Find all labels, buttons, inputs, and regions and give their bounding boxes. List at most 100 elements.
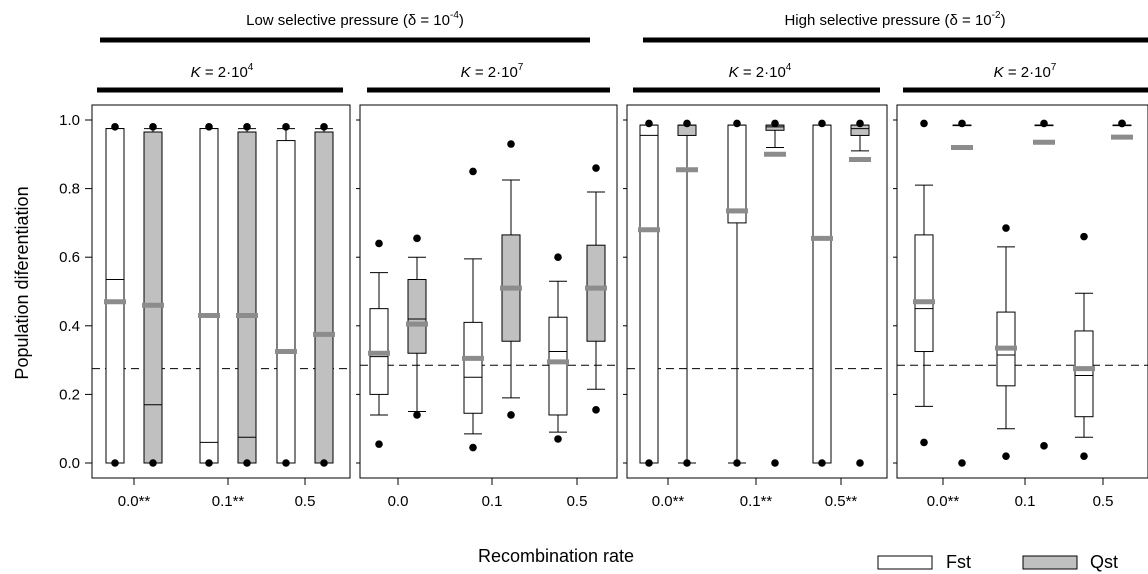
x-tick-label: 0.1** bbox=[740, 493, 773, 510]
outlier-point bbox=[243, 123, 251, 131]
panel-headings: K = 2·104 K = 2·107 K = 2·104 K = 2·107 bbox=[97, 62, 1148, 93]
box-body bbox=[237, 131, 257, 464]
outlier-point bbox=[149, 459, 157, 467]
x-tick-label: 0.0** bbox=[652, 493, 685, 510]
outlier-point bbox=[205, 459, 213, 467]
box-fst bbox=[368, 239, 390, 448]
outlier-point bbox=[733, 459, 741, 467]
panel-2 bbox=[356, 104, 618, 479]
box-body bbox=[463, 321, 483, 414]
outlier-point bbox=[645, 119, 653, 128]
outlier-point bbox=[733, 119, 741, 128]
y-tick-label: 0.4 bbox=[59, 318, 80, 335]
outlier-point bbox=[645, 459, 653, 467]
panel-heading-2: K = 2·107 bbox=[367, 62, 610, 93]
box-body bbox=[812, 124, 832, 464]
panels bbox=[91, 104, 1148, 479]
box-body bbox=[143, 131, 163, 464]
outlier-point bbox=[856, 119, 864, 128]
outlier-point bbox=[469, 443, 477, 452]
x-tick-label: 0.5 bbox=[567, 493, 588, 510]
box-qst bbox=[764, 119, 786, 467]
x-tick-label: 0.1 bbox=[1015, 493, 1036, 510]
box-fst bbox=[638, 119, 660, 467]
legend: Fst Qst bbox=[877, 552, 1118, 572]
y-axis-title: Population diferentiation bbox=[12, 186, 32, 379]
box-fst bbox=[462, 167, 484, 452]
outlier-point bbox=[413, 234, 421, 243]
box-fst bbox=[547, 253, 569, 443]
outlier-point bbox=[592, 406, 600, 414]
x-tick-label: 0.1** bbox=[212, 493, 245, 510]
box-fst bbox=[104, 123, 126, 467]
outlier-point bbox=[507, 411, 515, 419]
outlier-point bbox=[469, 167, 477, 176]
x-tick-label: 0.5 bbox=[295, 493, 316, 510]
x-tick-label: 0.5 bbox=[1093, 493, 1114, 510]
group-title-high: High selective pressure (δ = 10-2) bbox=[784, 10, 1005, 29]
x-tick-label: 0.0 bbox=[388, 493, 409, 510]
outlier-point bbox=[592, 164, 600, 172]
outlier-point bbox=[413, 411, 421, 419]
panel-frame bbox=[359, 104, 618, 479]
legend-label-fst: Fst bbox=[946, 552, 971, 572]
y-tick-label: 0.2 bbox=[59, 386, 80, 403]
x-axis-title: Recombination rate bbox=[478, 546, 634, 566]
outlier-point bbox=[818, 459, 826, 467]
panel-frame bbox=[626, 104, 888, 479]
outlier-point bbox=[554, 253, 562, 261]
box-qst bbox=[236, 123, 258, 467]
outlier-point bbox=[683, 119, 691, 128]
box-qst bbox=[1033, 119, 1055, 450]
y-axis: 0.0 0.2 0.4 0.6 0.8 1.0 bbox=[59, 112, 93, 472]
outlier-point bbox=[111, 459, 119, 467]
outlier-point bbox=[958, 119, 966, 128]
outlier-point bbox=[771, 119, 779, 128]
outlier-point bbox=[205, 123, 213, 131]
box-body bbox=[914, 234, 934, 353]
box-qst bbox=[500, 140, 522, 419]
box-body bbox=[276, 140, 296, 464]
outlier-point bbox=[1118, 119, 1126, 128]
panel-heading-3: K = 2·104 bbox=[633, 62, 880, 93]
y-tick-label: 1.0 bbox=[59, 112, 80, 129]
box-qst bbox=[406, 234, 428, 419]
outlier-point bbox=[320, 459, 328, 467]
x-tick-label: 0.0** bbox=[118, 493, 151, 510]
outlier-point bbox=[375, 239, 383, 248]
box-fst bbox=[198, 123, 220, 467]
svg-text:K = 2·107: K = 2·107 bbox=[994, 62, 1057, 81]
outlier-point bbox=[920, 119, 928, 128]
y-tick-label: 0.0 bbox=[59, 455, 80, 472]
outlier-point bbox=[1040, 119, 1048, 128]
box-body bbox=[548, 316, 568, 416]
box-body bbox=[314, 131, 334, 464]
y-tick-label: 0.8 bbox=[59, 181, 80, 198]
box-fst bbox=[913, 119, 935, 447]
outlier-point bbox=[1002, 224, 1010, 232]
outlier-point bbox=[1002, 452, 1010, 460]
outlier-point bbox=[958, 459, 966, 467]
panel-3 bbox=[623, 104, 888, 479]
svg-text:K = 2·104: K = 2·104 bbox=[191, 62, 254, 81]
panel-heading-4: K = 2·107 bbox=[903, 62, 1148, 93]
outlier-point bbox=[771, 459, 779, 467]
x-tick-label: 0.0** bbox=[927, 493, 960, 510]
box-qst bbox=[585, 164, 607, 414]
box-qst bbox=[142, 123, 164, 467]
panel-4 bbox=[893, 104, 1148, 479]
outlier-point bbox=[320, 123, 328, 131]
outlier-point bbox=[282, 123, 290, 131]
outlier-point bbox=[554, 435, 562, 443]
outlier-point bbox=[1080, 452, 1088, 460]
box-body bbox=[586, 244, 606, 342]
box-qst bbox=[1111, 119, 1133, 140]
box-qst bbox=[951, 119, 973, 467]
panel-heading-1: K = 2·104 bbox=[97, 62, 343, 93]
x-tick-label: 0.5** bbox=[825, 493, 858, 510]
box-fst bbox=[275, 123, 297, 467]
box-fst bbox=[811, 119, 833, 467]
panel-frame bbox=[91, 104, 351, 479]
panel-frame bbox=[896, 104, 1148, 479]
outlier-point bbox=[149, 123, 157, 131]
